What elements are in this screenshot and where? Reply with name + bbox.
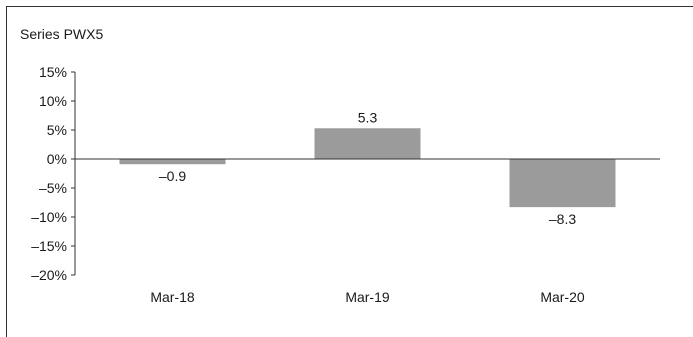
- y-tick-label: 15%: [39, 64, 67, 80]
- y-tick-label: 5%: [47, 122, 67, 138]
- y-axis: 15% 10% 5% 0% –5% –10% –15% –20%: [31, 64, 76, 283]
- y-tick-label: 0%: [47, 151, 67, 167]
- y-tick-label: –15%: [31, 238, 67, 254]
- x-category-label: Mar-18: [150, 289, 195, 305]
- data-label: 5.3: [358, 109, 378, 125]
- y-tick-label: –5%: [39, 180, 67, 196]
- chart-title: Series PWX5: [20, 26, 103, 42]
- y-tick-label: –20%: [31, 267, 67, 283]
- bars: –0.9 5.3 –8.3: [119, 109, 616, 227]
- x-category-label: Mar-19: [345, 289, 390, 305]
- bar-mar-19: [314, 128, 421, 159]
- y-tick-label: –10%: [31, 209, 67, 225]
- data-label: –8.3: [549, 211, 576, 227]
- data-label: –0.9: [159, 168, 186, 184]
- bar-mar-20: [509, 159, 616, 208]
- x-category-label: Mar-20: [540, 289, 585, 305]
- bar-mar-18: [119, 159, 226, 165]
- x-axis: Mar-18 Mar-19 Mar-20: [75, 158, 660, 305]
- chart-frame: [6, 6, 693, 337]
- y-tick-label: 10%: [39, 93, 67, 109]
